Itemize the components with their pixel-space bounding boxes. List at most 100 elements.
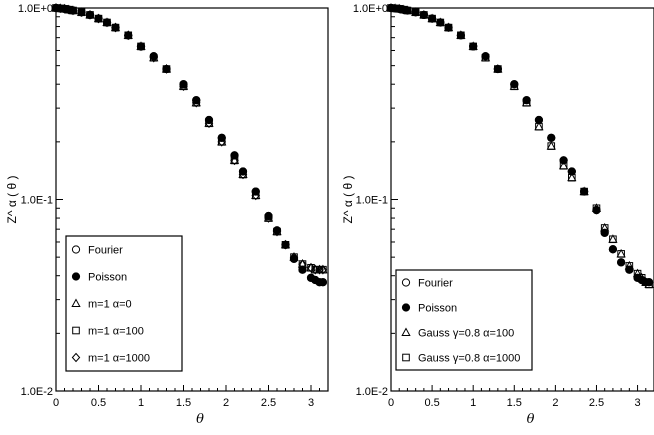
data-point: [592, 204, 601, 213]
x-tick-label: 1.5: [507, 397, 522, 409]
data-point: [633, 269, 642, 278]
data-point: [608, 245, 618, 254]
data-point: [85, 10, 95, 20]
legend-marker: [71, 245, 81, 254]
data-point: [481, 53, 490, 62]
data-point: [162, 64, 171, 74]
data-point: [204, 118, 214, 129]
data-point: [387, 4, 395, 12]
y-axis-label: Z^ α ( θ ): [5, 176, 19, 224]
legend-marker: [71, 272, 81, 281]
data-point: [637, 274, 646, 282]
data-point: [617, 250, 625, 258]
data-point: [617, 258, 626, 267]
data-point: [179, 81, 188, 92]
data-point: [600, 224, 609, 232]
data-point: [306, 263, 316, 273]
data-point: [535, 122, 543, 131]
y-tick-label: 1.0E-1: [21, 195, 53, 207]
series-square-open: [387, 4, 653, 289]
x-tick-label: 1: [138, 397, 144, 409]
legend-label: Fourier: [88, 245, 123, 257]
legend-marker: [401, 327, 411, 336]
data-point: [420, 11, 428, 19]
data-point: [403, 6, 412, 15]
legend-label: Poisson: [88, 272, 127, 284]
data-point: [111, 22, 120, 33]
data-point: [494, 65, 502, 73]
data-point: [428, 14, 436, 23]
legend-label: m=1 α=1000: [88, 353, 150, 365]
data-point: [298, 259, 307, 269]
data-point: [191, 98, 201, 108]
data-point: [230, 155, 239, 166]
legend-label: m=1 α=0: [88, 299, 132, 311]
data-point: [251, 190, 261, 201]
data-point: [510, 82, 519, 91]
x-axis-label: θ: [527, 412, 535, 427]
legend-box: [395, 269, 533, 371]
data-point: [547, 133, 556, 142]
data-point: [272, 226, 282, 237]
data-point: [391, 4, 399, 13]
legend: Fourier Poisson m=1 α=0 m=1 α=100 m=1 α=1000: [65, 235, 183, 372]
chart-panel-1: 1.0E-2 1.0E-1 1.0E+0 0 0.5 1 1.5 2 2.5 3 θ Z^ α ( θ…: [5, 2, 329, 427]
data-point: [609, 235, 617, 244]
data-point: [77, 7, 86, 18]
y-axis-label: Z^ α ( θ ): [341, 176, 355, 224]
data-point: [559, 161, 568, 170]
data-point: [436, 18, 445, 27]
x-tick-label: 0: [388, 397, 394, 409]
data-point: [149, 52, 159, 63]
data-point: [580, 187, 588, 196]
y-tick-label: 1.0E+0: [18, 3, 53, 15]
data-point: [136, 41, 146, 52]
legend-box: [65, 235, 183, 372]
x-tick-label: 1.5: [176, 397, 191, 409]
series-diamond-open: [51, 3, 328, 275]
x-tick-label: 0: [53, 397, 59, 409]
x-tick-label: 2: [223, 397, 229, 409]
y-tick-label: 1.0E-1: [356, 195, 388, 207]
x-tick-label: 3: [635, 397, 641, 409]
x-tick-label: 0.5: [91, 397, 106, 409]
data-point: [68, 5, 78, 16]
data-point: [645, 280, 653, 289]
data-point: [318, 264, 328, 275]
data-point: [457, 31, 465, 40]
legend-marker: [71, 298, 81, 307]
x-axis-label: θ: [196, 412, 204, 427]
legend-label: Gauss γ=0.8 α=1000: [418, 353, 520, 365]
x-tick-label: 2: [552, 397, 558, 409]
data-point: [411, 8, 420, 17]
data-point: [102, 17, 112, 28]
data-point: [568, 173, 576, 182]
data-point: [264, 213, 273, 223]
legend-marker: [401, 278, 411, 287]
data-point: [625, 262, 634, 270]
data-point: [289, 252, 299, 262]
data-point: [318, 278, 327, 287]
data-point: [395, 5, 404, 13]
y-tick-label: 1.0E+0: [353, 3, 388, 15]
x-tick-label: 0.5: [424, 397, 439, 409]
chart-panel-2: 1.0E-2 1.0E-1 1.0E+0 0 0.5 1 1.5 2 2.5 3 θ Z^ α ( θ…: [341, 2, 654, 427]
data-point: [238, 169, 248, 180]
data-point: [281, 240, 290, 250]
data-point: [298, 265, 307, 274]
data-point: [522, 98, 531, 107]
legend-label: m=1 α=100: [88, 326, 144, 338]
legend: Fourier Poisson Gauss γ=0.8 α=100 Gauss γ=0…: [395, 269, 533, 371]
x-tick-label: 1: [470, 397, 476, 409]
legend-label: Fourier: [418, 278, 453, 290]
data-point: [547, 142, 556, 150]
y-tick-label: 1.0E-2: [356, 386, 388, 398]
data-point: [469, 42, 477, 51]
data-point: [444, 23, 453, 32]
x-tick-label: 2.5: [589, 397, 604, 409]
legend-marker: [401, 303, 411, 312]
data-point: [217, 137, 227, 147]
data-point: [94, 13, 103, 24]
data-point: [592, 206, 601, 215]
legend-marker: [402, 353, 410, 362]
